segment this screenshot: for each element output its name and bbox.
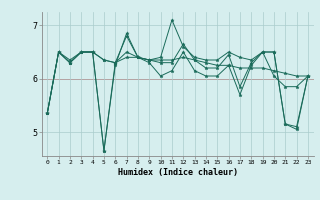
X-axis label: Humidex (Indice chaleur): Humidex (Indice chaleur) — [118, 168, 237, 177]
